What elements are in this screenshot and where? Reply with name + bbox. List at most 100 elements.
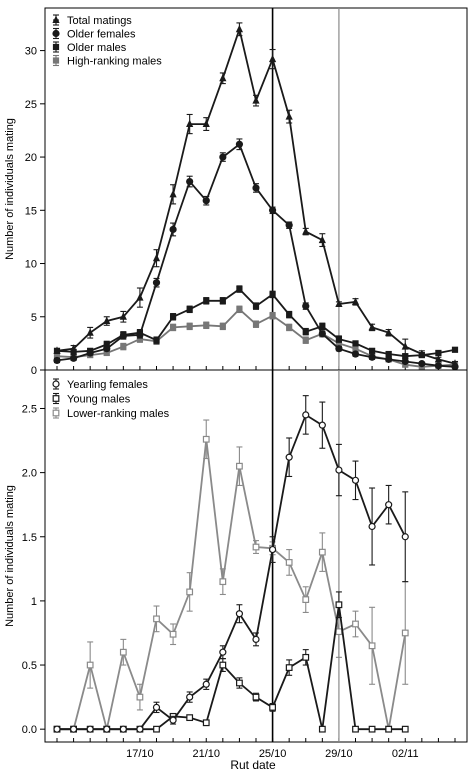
data-point [252, 184, 260, 192]
data-point [302, 302, 310, 310]
data-point [252, 303, 260, 310]
data-point [169, 716, 177, 724]
data-point [203, 297, 210, 304]
data-point [169, 189, 177, 198]
y-tick-label: 0.5 [22, 660, 37, 672]
data-point [252, 635, 260, 643]
data-point [219, 578, 227, 586]
data-point [385, 355, 393, 363]
data-point [285, 559, 293, 566]
data-point [186, 323, 193, 330]
data-point [119, 725, 127, 733]
data-point [236, 679, 243, 687]
data-point [120, 343, 127, 350]
series-lower-ranking-males [53, 419, 409, 733]
data-point [53, 346, 61, 354]
data-point [351, 476, 360, 484]
data-point [269, 703, 276, 711]
data-point [434, 362, 443, 370]
legend-marker [52, 57, 60, 64]
data-point [136, 725, 144, 733]
legend-label: Total matings [67, 15, 132, 27]
legend-marker [52, 15, 60, 23]
y-tick-label: 5 [31, 312, 37, 324]
data-point [219, 648, 227, 656]
y-tick-label: 1.5 [22, 532, 37, 544]
data-point [401, 342, 409, 350]
legend-label: Lower-ranking males [67, 408, 170, 420]
data-point [186, 693, 194, 701]
data-point [319, 323, 326, 330]
data-point [451, 359, 459, 367]
data-point [335, 345, 343, 353]
data-point [136, 331, 144, 339]
legend: Yearling females Young males Lower-ranking… [52, 378, 170, 420]
legend-label: Older females [67, 29, 136, 41]
data-point [69, 344, 78, 352]
data-point [268, 54, 277, 63]
data-point [368, 353, 376, 361]
data-point [285, 221, 293, 229]
data-point [252, 321, 260, 328]
y-tick-label: 2.5 [22, 403, 37, 415]
data-point [53, 356, 61, 365]
data-point [352, 725, 359, 733]
data-point [186, 714, 194, 722]
data-point [302, 328, 309, 335]
data-point [268, 545, 277, 554]
data-point [269, 291, 276, 298]
data-point [235, 24, 244, 33]
data-point [236, 462, 243, 470]
data-point [235, 140, 244, 148]
series-total-matings [53, 22, 459, 367]
x-axis-label: Rut date [230, 758, 276, 772]
data-point [302, 411, 310, 419]
data-point [318, 725, 326, 733]
data-point [152, 279, 161, 287]
data-point [302, 227, 310, 235]
legend-label: Young males [67, 394, 131, 406]
x-tick-label: 21/10 [192, 748, 220, 760]
data-point [385, 501, 393, 509]
series-layer [53, 395, 409, 733]
data-point [252, 543, 260, 551]
data-point [136, 693, 144, 701]
x-tick-label: 29/10 [325, 748, 353, 760]
data-point [153, 337, 160, 344]
data-point [335, 466, 343, 474]
legend-marker [52, 395, 60, 402]
data-point [335, 299, 343, 307]
data-point [86, 661, 94, 669]
data-point [186, 119, 194, 128]
data-point [252, 96, 260, 104]
data-point [368, 347, 376, 354]
data-point [153, 615, 160, 623]
data-point [219, 323, 226, 330]
data-point [53, 725, 61, 733]
data-point [169, 324, 177, 331]
data-point [152, 253, 161, 262]
data-point [318, 548, 326, 556]
data-point [103, 345, 111, 353]
data-point [169, 313, 177, 320]
y-tick-label: 2.0 [22, 468, 37, 480]
data-point [401, 725, 409, 733]
data-point [219, 661, 227, 669]
y-axis-label: Number of individuals mating [4, 118, 16, 260]
data-point [285, 664, 293, 671]
data-point [368, 323, 376, 331]
data-point [302, 337, 309, 344]
data-point [186, 588, 194, 596]
y-tick-label: 15 [25, 205, 37, 217]
data-point [286, 324, 293, 331]
data-point [401, 533, 409, 541]
data-point [86, 349, 94, 357]
data-point [318, 330, 326, 338]
legend-label: Older males [67, 42, 127, 54]
legend-marker [52, 409, 60, 417]
data-point [86, 725, 94, 733]
series-layer [53, 22, 459, 370]
data-point [385, 350, 392, 358]
